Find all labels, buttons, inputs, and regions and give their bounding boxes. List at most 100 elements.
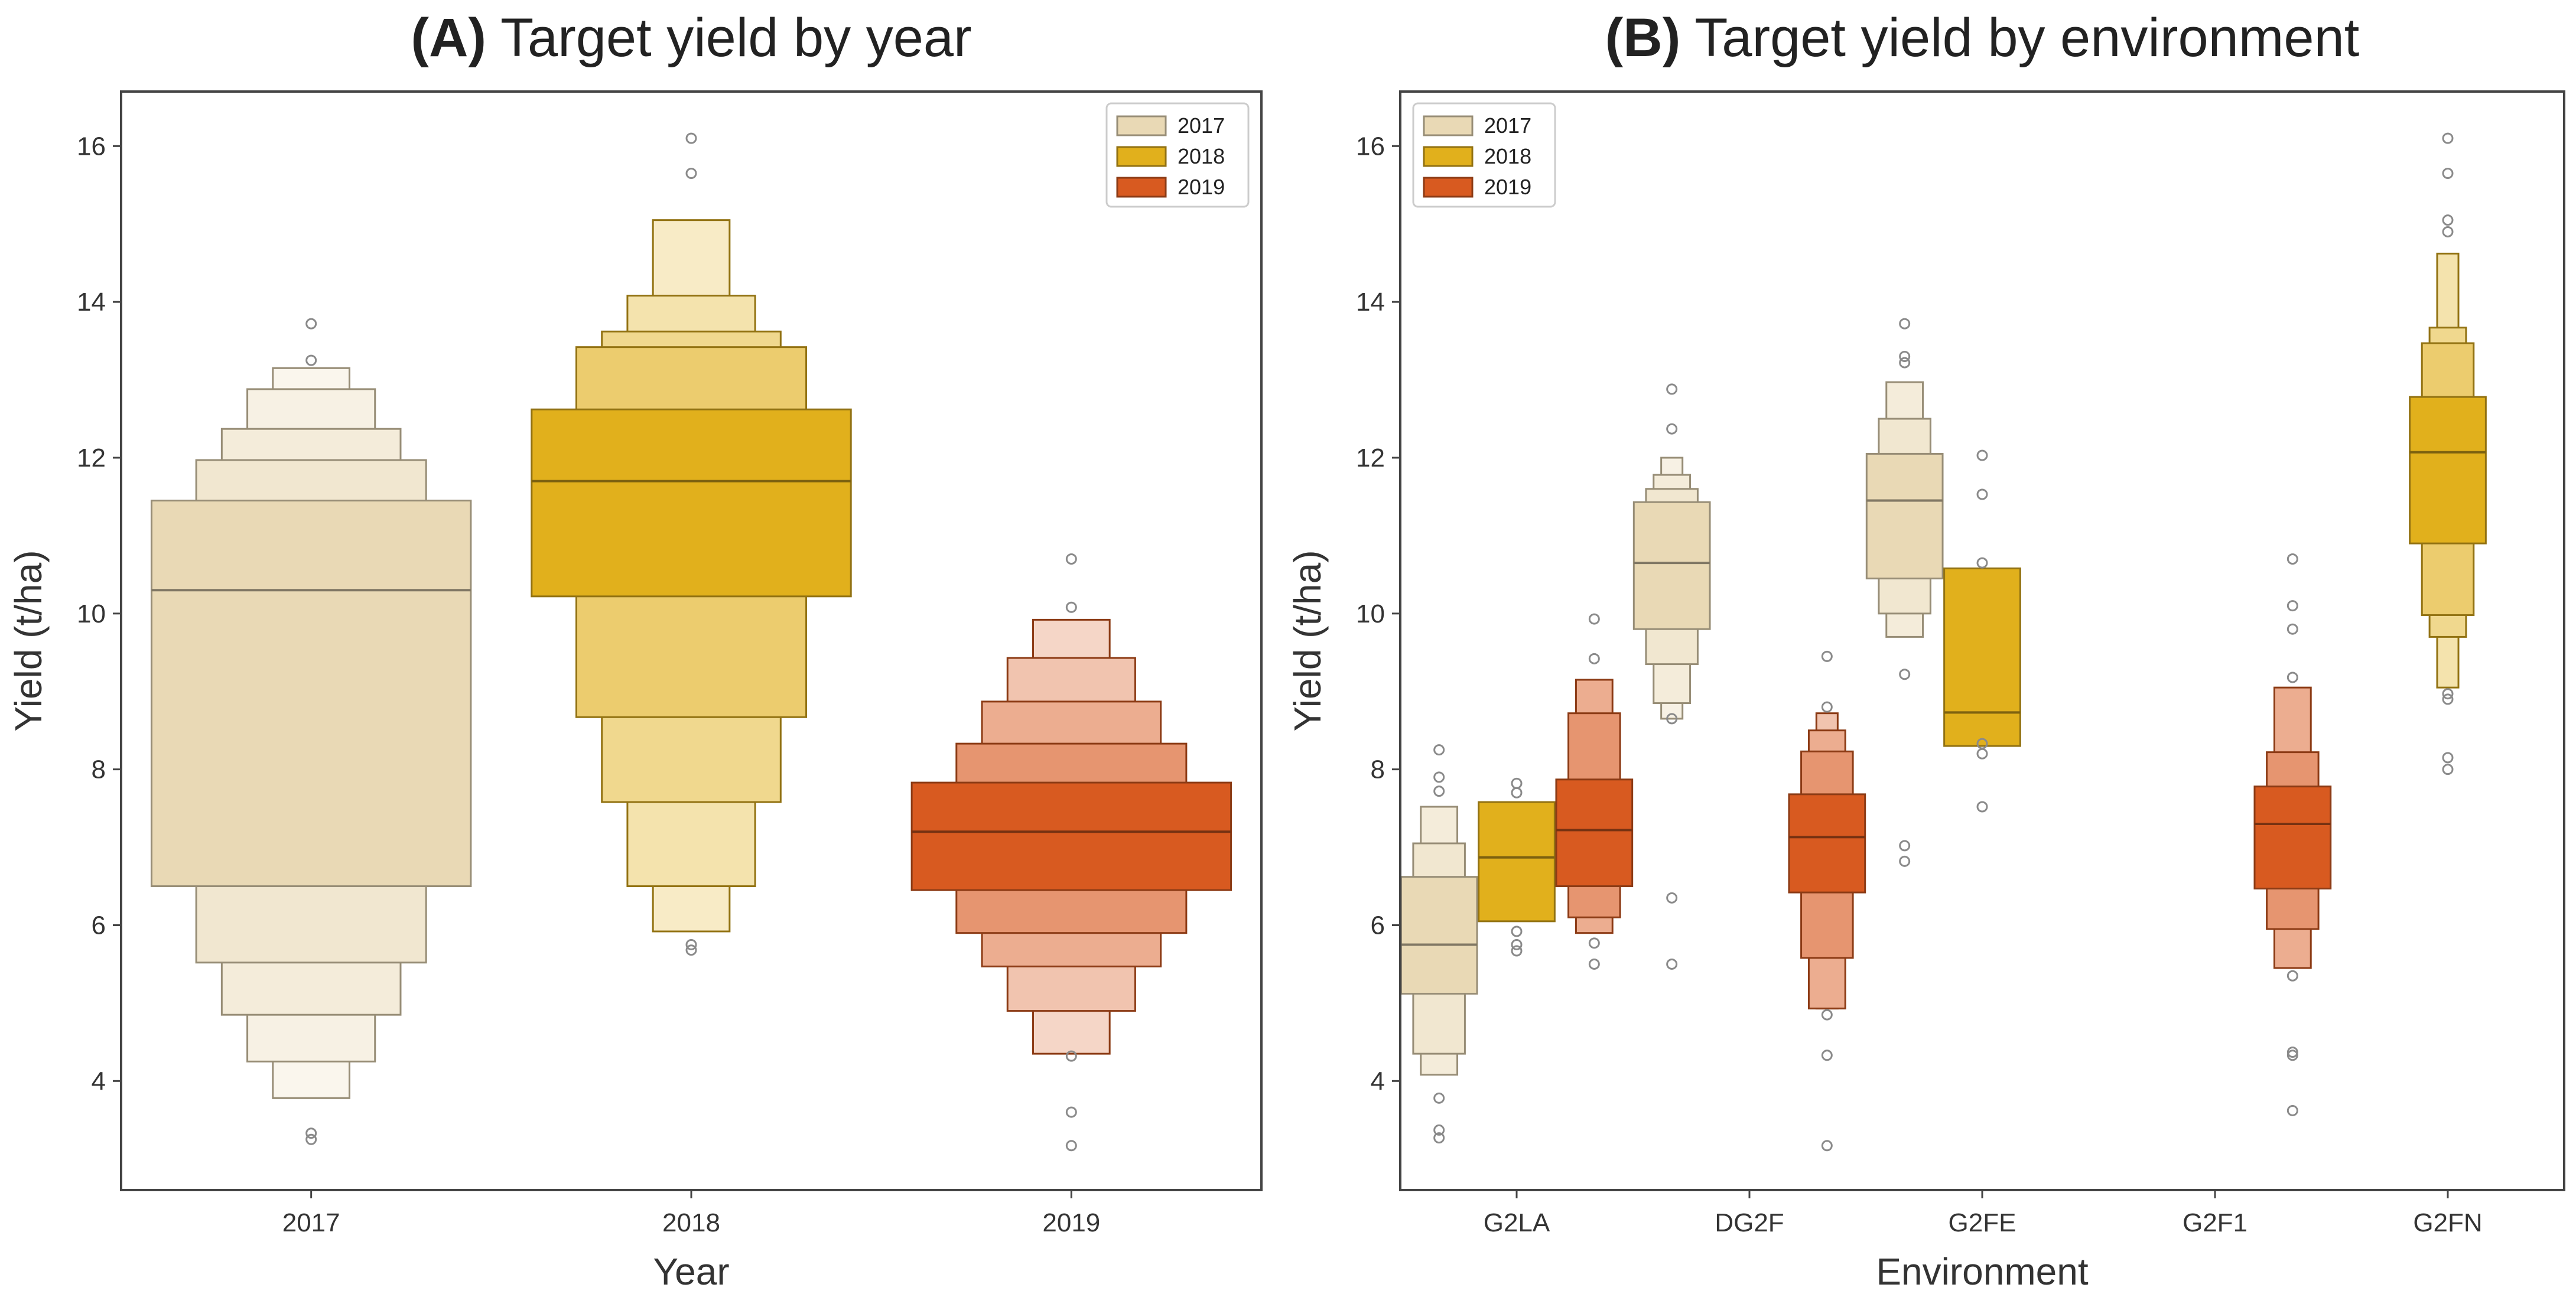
panel-a-2017-2017-box-level-1 [150, 500, 472, 888]
panel-a-title-label: (A) [411, 8, 486, 68]
panel-b-G2F1-2019-outlier-8 [2286, 553, 2298, 565]
panel-b-G2FE-2018-outlier-2 [1976, 748, 1988, 760]
panel-b-x-tick-label-DG2F: DG2F [1715, 1208, 1784, 1237]
panel-b-G2FE-2018-outlier-6 [1976, 449, 1988, 461]
panel-a-2019-2019-outlier-2 [1065, 1106, 1077, 1118]
panel-a-legend-swatch-2017 [1116, 115, 1167, 136]
panel-b-DG2F-2019-outlier-3 [1821, 1009, 1833, 1021]
panel-b-G2LA-2019-outlier-4 [1588, 613, 1600, 625]
panel-b-DG2F-2017-outlier-2 [1666, 892, 1678, 904]
panel-b-y-tick-label-14: 14 [1356, 288, 1385, 317]
panel-b-G2FN-2018-box-level-1 [2409, 396, 2487, 545]
panel-b-y-tick-label-4: 4 [1371, 1067, 1385, 1096]
panel-a-y-tick-label-16: 16 [77, 132, 106, 161]
panel-b-G2LA-2019-box-level-1 [1555, 778, 1634, 888]
panel-b-G2LA-2019-outlier-3 [1588, 653, 1600, 664]
panel-a-x-tick-label-2019: 2019 [1042, 1208, 1100, 1237]
panel-a-2019-2019-box-level-1 [910, 781, 1232, 891]
panel-a-legend-swatch-2018 [1116, 146, 1167, 167]
panel-a-title-text: Target yield by year [486, 8, 972, 68]
panel-b-DG2F-2019-outlier-5 [1821, 650, 1833, 662]
panel-b-G2F1-2019-box-level-1 [2253, 785, 2332, 889]
panel-b-G2F1-2019-outlier-4 [2286, 970, 2298, 982]
panel-a-2018-2018-outlier-1 [685, 944, 697, 956]
panel-a-2017-2017-outlier-1 [305, 1133, 317, 1145]
panel-b-y-tick-label-16: 16 [1356, 132, 1385, 161]
panel-b-G2LA-2017-outlier-3 [1433, 1092, 1445, 1104]
panel-a-legend: 2017 2018 2019 [1105, 102, 1250, 208]
panel-a-2018-2018-outlier-2 [685, 938, 697, 950]
panel-a-legend-label-2018: 2018 [1178, 144, 1225, 168]
panel-b-G2FE-2017-outlier-6 [1899, 318, 1911, 330]
panel-b-G2FE-2018-outlier-1 [1976, 801, 1988, 813]
panel-b-x-axis-label: Environment [1876, 1250, 2089, 1293]
panel-b-G2FN-2018-outlier-3 [2442, 693, 2454, 705]
panel-b-x-tick-label-G2FE: G2FE [1949, 1208, 2016, 1237]
panel-b-y-tick-label-10: 10 [1356, 599, 1385, 628]
panel-b-G2LA-2018-outlier-2 [1511, 938, 1523, 950]
panel-b-DG2F-2019-box-level-1 [1788, 793, 1866, 894]
panel-a-y-tick-label-10: 10 [77, 599, 106, 628]
panel-a-x-tick-label-2017: 2017 [282, 1208, 340, 1237]
panel-a-2019-2019-outlier-3 [1065, 1050, 1077, 1062]
panel-b-G2F1-2019-outlier-3 [2286, 1047, 2298, 1058]
panel-a-legend-swatch-2019 [1116, 177, 1167, 198]
panel-b-G2FE-2017-outlier-2 [1899, 840, 1911, 852]
panel-b-G2LA-2019-outlier-1 [1588, 958, 1600, 970]
panel-b-title-label: (B) [1605, 8, 1681, 68]
panel-b-DG2F-2017-outlier-5 [1666, 383, 1678, 395]
panel-b-G2FE-2018-outlier-3 [1976, 738, 1988, 749]
panel-a-y-tick-label-4: 4 [92, 1067, 106, 1096]
panel-a-y-tick-label-8: 8 [92, 755, 106, 784]
panel-b-title: (B) Target yield by environment [1605, 8, 2360, 68]
panel-b-DG2F-2019-outlier-1 [1821, 1140, 1833, 1152]
panel-b-DG2F-2019-outlier-2 [1821, 1049, 1833, 1061]
panel-a-2019-2019-outlier-1 [1065, 1140, 1077, 1152]
panel-b-G2LA-2017-outlier-4 [1433, 785, 1445, 797]
panel-b-G2F1-2019-outlier-1 [2286, 1104, 2298, 1116]
panel-b-title-text: Target yield by environment [1680, 8, 2359, 68]
panel-b-G2LA-2018-box-level-1 [1478, 801, 1556, 923]
panel-a-title: (A) Target yield by year [411, 8, 971, 68]
panel-b-G2F1-2019-outlier-2 [2286, 1049, 2298, 1061]
panel-b-G2LA-2019-outlier-2 [1588, 937, 1600, 949]
panel-a-2018-2018-box-level-1 [531, 408, 852, 598]
panel-b-G2LA-2018-outlier-3 [1511, 925, 1523, 937]
panel-b-G2LA-2017-outlier-2 [1433, 1124, 1445, 1136]
panel-b-G2FN-2018-outlier-5 [2442, 226, 2454, 237]
panel-b-G2LA-2017-outlier-6 [1433, 744, 1445, 756]
panel-a-legend-label-2019: 2019 [1178, 175, 1225, 199]
panel-b-G2FN-2018-outlier-8 [2442, 132, 2454, 144]
panel-a-2017-2017-outlier-2 [305, 1127, 317, 1139]
panel-b-DG2F-2017-outlier-4 [1666, 423, 1678, 435]
panel-a-2017-2017-outlier-4 [305, 318, 317, 330]
panel-b-G2FE-2017-outlier-5 [1899, 351, 1911, 363]
panel-b-y-tick-label-6: 6 [1371, 911, 1385, 940]
panel-a-x-axis-label: Year [653, 1250, 729, 1293]
panel-a-2019-2019-outlier-4 [1065, 601, 1077, 613]
panel-b-legend-swatch-2019 [1423, 177, 1474, 198]
panel-a-y-axis-label: Yield (t/ha) [7, 550, 50, 731]
panel-b-G2FE-2017-outlier-3 [1899, 669, 1911, 680]
panel-b-y-axis-label: Yield (t/ha) [1286, 550, 1329, 731]
panel-b-G2F1-2019-outlier-7 [2286, 600, 2298, 612]
panel-a-y-tick-label-6: 6 [92, 911, 106, 940]
panel-b-G2F1-2019-outlier-6 [2286, 623, 2298, 635]
panel-b-G2LA-2018-outlier-1 [1511, 945, 1523, 957]
panel-b-DG2F-2017-box-level-1 [1632, 501, 1711, 630]
panel-b-legend-swatch-2018 [1423, 146, 1474, 167]
panel-a-2018-2018-outlier-4 [685, 132, 697, 144]
panel-b-G2FN-2018-outlier-2 [2442, 752, 2454, 764]
panel-b-G2FE-2017-box-level-1 [1865, 452, 1944, 579]
panel-b-environment-chart: (B) Target yield by environment 4 6 8 10 12 14… [1286, 8, 2565, 1293]
panel-b-G2FN-2018-outlier-4 [2442, 688, 2454, 700]
panel-b-legend-swatch-2017 [1423, 115, 1474, 136]
panel-b-G2FE-2017-outlier-4 [1899, 357, 1911, 369]
panel-b-legend-label-2019: 2019 [1484, 175, 1531, 199]
panel-b-DG2F-2017-outlier-1 [1666, 958, 1678, 970]
panel-a-y-tick-label-12: 12 [77, 444, 106, 472]
panel-b-G2FN-2018-outlier-1 [2442, 764, 2454, 775]
panel-b-y-tick-label-12: 12 [1356, 444, 1385, 472]
panel-b-plot-frame [1399, 90, 2565, 1191]
